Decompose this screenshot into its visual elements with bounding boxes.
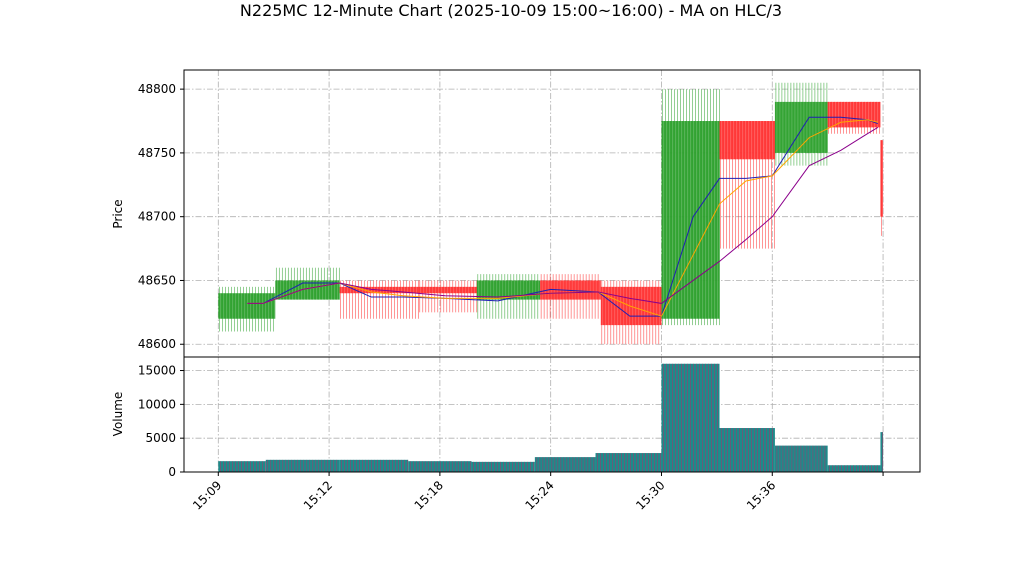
candle-up xyxy=(218,286,276,332)
volume-bar-fill xyxy=(880,432,884,472)
volume-bar xyxy=(265,459,340,472)
volume-bar xyxy=(408,461,472,472)
candle-body xyxy=(719,121,775,160)
volume-bar-fill xyxy=(471,461,535,472)
volume-bar xyxy=(471,461,535,472)
volume-bar xyxy=(774,445,828,472)
volume-bar-fill xyxy=(265,459,340,472)
volume-y-tick-label: 5000 xyxy=(145,431,176,445)
time-x-tick-label: 15:30 xyxy=(633,478,667,512)
volume-axis-label: Volume xyxy=(111,392,125,437)
time-x-tick-label: 15:18 xyxy=(412,478,446,512)
candle-up xyxy=(275,267,340,300)
candle-down xyxy=(827,101,881,134)
moving-average-lines xyxy=(247,116,879,317)
volume-bar-fill xyxy=(719,428,775,472)
volume-bar xyxy=(827,465,881,472)
volume-bars xyxy=(218,363,884,472)
volume-y-tick-label: 15000 xyxy=(138,364,176,378)
candle-body xyxy=(418,286,477,294)
volume-bar-fill xyxy=(408,461,472,472)
time-x-axis: 15:09 15:12 15:18 15:24 15:30 15:36 xyxy=(190,472,884,513)
candle-down xyxy=(880,140,884,236)
candle-body xyxy=(880,140,884,217)
chart-title: N225MC 12-Minute Chart (2025-10-09 15:00… xyxy=(239,1,783,20)
volume-bar-fill xyxy=(534,457,596,472)
price-y-tick-label: 48700 xyxy=(138,210,176,224)
candle-down xyxy=(719,121,775,249)
volume-bar-fill xyxy=(218,461,266,472)
volume-bar xyxy=(880,432,884,472)
moving-average-line-ma-fast xyxy=(247,116,878,317)
candle-body xyxy=(827,101,881,128)
candle-body xyxy=(218,293,276,319)
volume-bar-fill xyxy=(339,459,409,472)
moving-average-line-ma-slow xyxy=(247,126,879,304)
price-y-tick-label: 48800 xyxy=(138,82,176,96)
volume-bar xyxy=(534,457,596,472)
volume-panel-frame xyxy=(183,356,921,473)
volume-bar xyxy=(719,428,775,472)
volume-bar-fill xyxy=(827,465,881,472)
price-axis-label: Price xyxy=(111,199,125,228)
price-y-tick-label: 48750 xyxy=(138,146,176,160)
candle-down xyxy=(540,274,601,319)
time-x-tick-label: 15:36 xyxy=(744,478,778,512)
candle-up xyxy=(774,82,828,166)
price-y-tick-label: 48650 xyxy=(138,273,176,287)
volume-y-tick-label: 10000 xyxy=(138,397,176,411)
volume-bar xyxy=(339,459,409,472)
time-x-tick-label: 15:09 xyxy=(190,478,224,512)
candle-body xyxy=(774,101,828,153)
time-x-tick-label: 15:24 xyxy=(522,478,556,512)
volume-bar-fill xyxy=(595,453,662,472)
time-x-tick-label: 15:12 xyxy=(301,478,335,512)
volume-bar xyxy=(595,453,662,472)
price-y-axis: 48600 48650 48700 48750 48800 xyxy=(138,82,184,351)
volume-bar xyxy=(218,461,266,472)
candle-down xyxy=(600,280,662,345)
volume-y-axis: 0 5000 10000 15000 xyxy=(138,364,184,479)
candle-body xyxy=(275,280,340,300)
volume-y-tick-label: 0 xyxy=(168,465,176,479)
price-y-tick-label: 48600 xyxy=(138,337,176,351)
volume-bar xyxy=(661,363,720,472)
